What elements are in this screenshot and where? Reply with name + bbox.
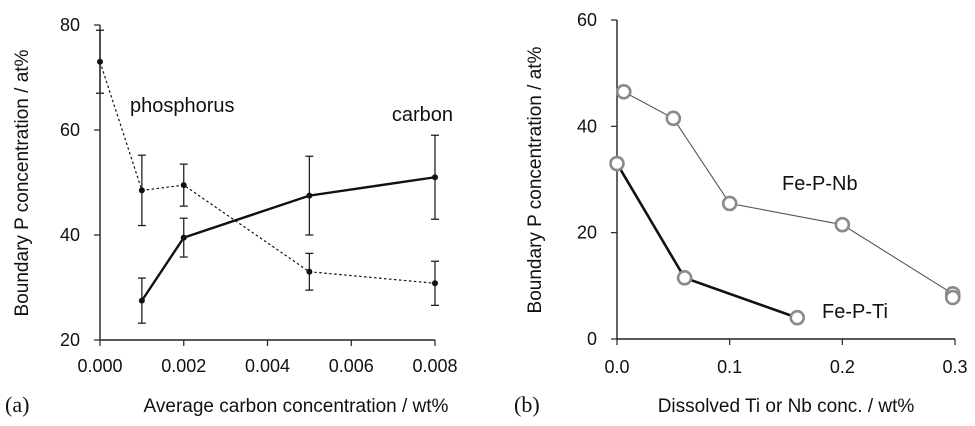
series-line bbox=[615, 162, 798, 319]
y-tick-label: 40 bbox=[60, 225, 80, 245]
series-label: phosphorus bbox=[130, 95, 235, 117]
series-fe-p-nb: Fe-P-Nb bbox=[615, 83, 961, 306]
data-point bbox=[665, 110, 682, 127]
data-point bbox=[180, 182, 187, 189]
data-point bbox=[138, 187, 145, 194]
x-tick-label: 0.008 bbox=[412, 356, 457, 376]
series-carbon: carbon bbox=[137, 104, 453, 324]
y-tick-label: 80 bbox=[60, 15, 80, 35]
y-axis-title: Boundary P concentration / at% bbox=[525, 46, 546, 313]
x-tick-label: 0.000 bbox=[77, 356, 122, 376]
series-label: Fe-P-Nb bbox=[782, 173, 858, 195]
y-tick-label: 20 bbox=[577, 223, 597, 243]
x-axis-title: Dissolved Ti or Nb conc. / wt% bbox=[658, 396, 915, 417]
x-tick-label: 0.1 bbox=[717, 357, 742, 377]
chart-panel-b: 0.0 0.1 0.2 0.3 0 20 40 60 Dissolved Ti or Nb co… bbox=[514, 10, 968, 417]
data-point bbox=[180, 234, 187, 241]
x-tick-label: 0.002 bbox=[161, 356, 206, 376]
y-tick-label: 60 bbox=[577, 10, 597, 30]
data-point bbox=[432, 280, 438, 287]
chart-panel-a: 0.000 0.002 0.004 0.006 0.008 20 40 60 80 Average… bbox=[5, 15, 458, 417]
y-tick-label: 0 bbox=[587, 329, 597, 349]
data-point bbox=[306, 268, 313, 275]
y-tick-label: 20 bbox=[60, 330, 80, 350]
series-label: carbon bbox=[392, 104, 453, 126]
data-point bbox=[138, 297, 145, 304]
data-point bbox=[834, 216, 851, 233]
y-tick-label: 60 bbox=[60, 120, 80, 140]
x-tick-label: 0.0 bbox=[604, 357, 629, 377]
data-point bbox=[789, 309, 806, 326]
series-label: Fe-P-Ti bbox=[822, 301, 888, 323]
data-point bbox=[676, 270, 693, 286]
data-point bbox=[721, 195, 738, 212]
x-tick-label: 0.3 bbox=[942, 357, 967, 377]
x-tick-label: 0.2 bbox=[830, 357, 855, 377]
y-tick-label: 40 bbox=[577, 116, 597, 136]
x-axis-title: Average carbon concentration / wt% bbox=[144, 396, 449, 417]
data-point bbox=[97, 58, 103, 65]
data-point bbox=[615, 83, 632, 100]
series-line bbox=[140, 176, 436, 302]
panel-label: (b) bbox=[514, 392, 540, 417]
x-tick-label: 0.004 bbox=[245, 356, 290, 376]
series-fe-p-ti: Fe-P-Ti bbox=[609, 155, 888, 326]
data-point bbox=[306, 192, 313, 199]
x-tick-label: 0.006 bbox=[329, 356, 374, 376]
data-point bbox=[944, 289, 961, 306]
data-point bbox=[432, 174, 438, 181]
panel-label: (a) bbox=[5, 392, 29, 417]
series-phosphorus: phosphorus bbox=[96, 29, 439, 307]
data-point bbox=[609, 155, 625, 172]
y-axis-title: Boundary P concentration / at% bbox=[12, 49, 33, 316]
